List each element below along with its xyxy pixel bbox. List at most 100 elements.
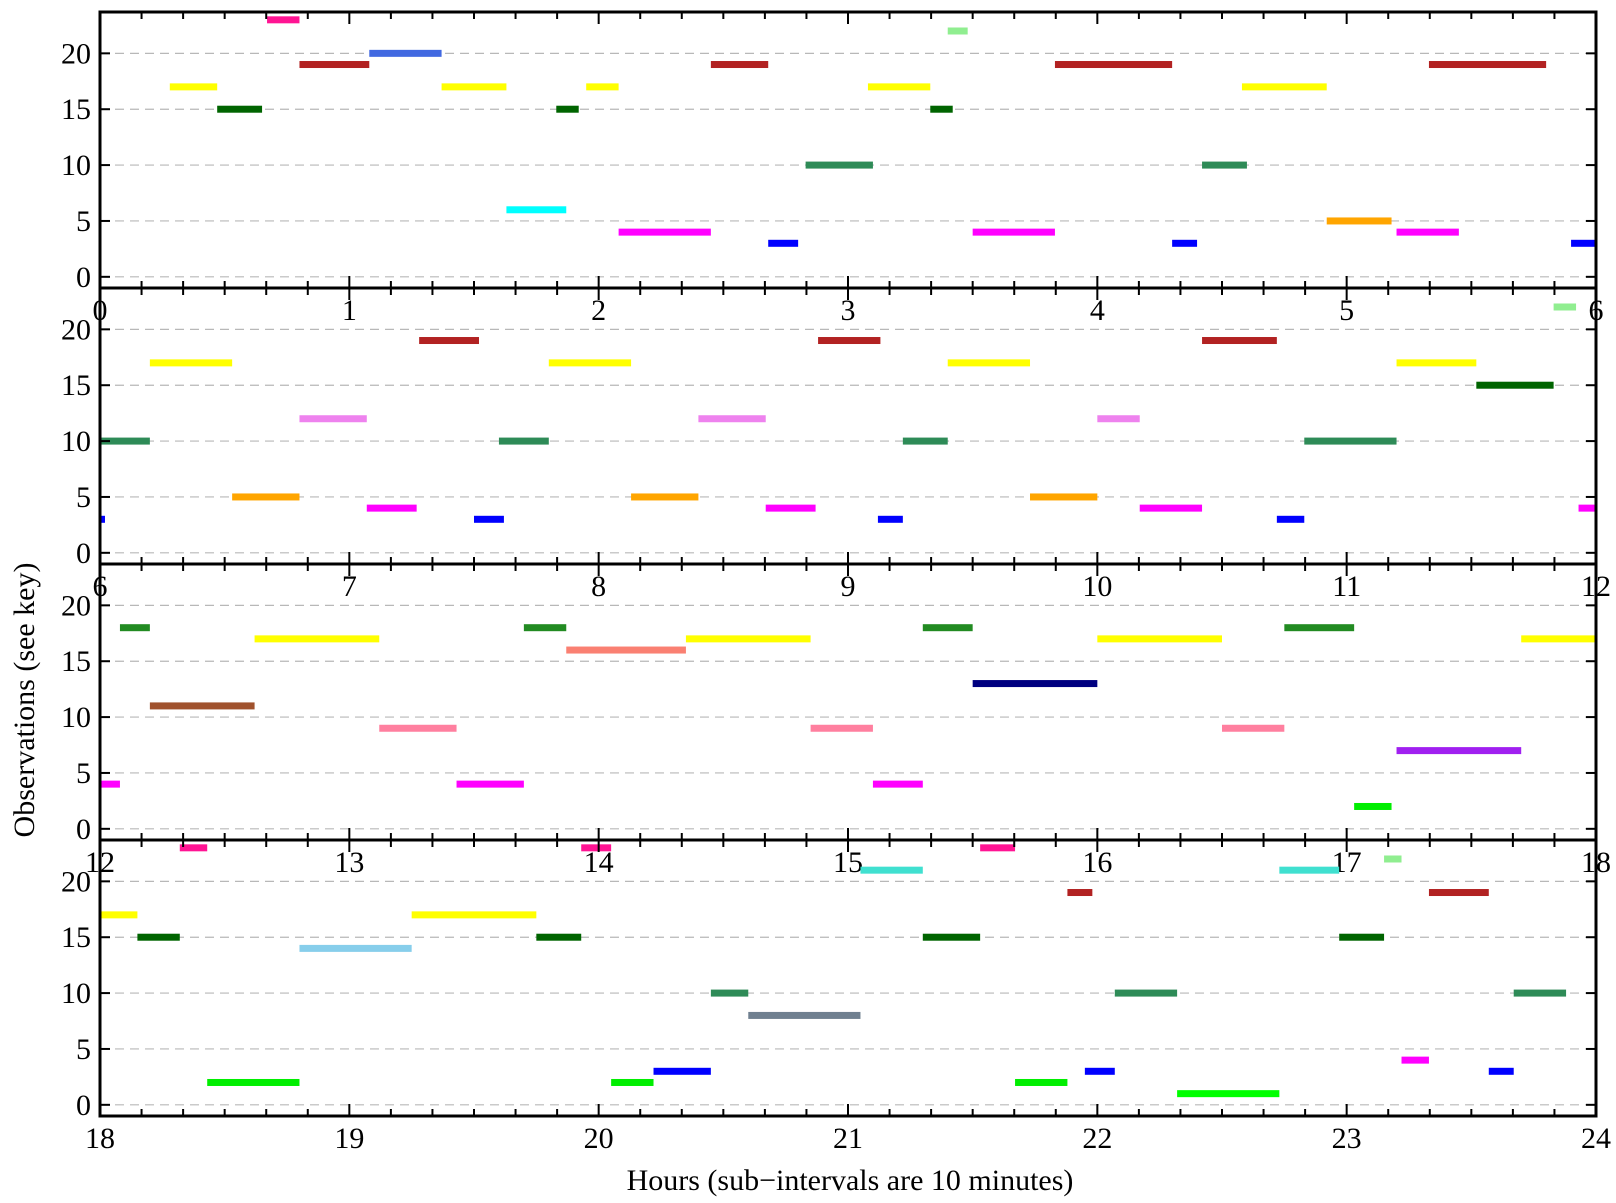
bar-1-0 — [267, 16, 300, 24]
bar-3-8 — [566, 646, 686, 654]
bar-2-1 — [419, 337, 479, 345]
bar-1-8 — [441, 83, 507, 91]
bar-2-24 — [474, 515, 504, 523]
x-tick-label-1-1: 1 — [342, 294, 357, 327]
y-tick-label-2-3: 15 — [61, 369, 91, 402]
bar-2-13 — [498, 437, 549, 445]
bar-4-20 — [653, 1067, 711, 1075]
bar-4-1 — [581, 844, 612, 852]
bar-4-26 — [1177, 1090, 1280, 1098]
bar-4-15 — [710, 989, 749, 997]
x-tick-label-1-2: 2 — [591, 294, 606, 327]
bar-1-11 — [1241, 83, 1327, 91]
bar-4-12 — [922, 933, 981, 941]
bar-4-11 — [536, 933, 582, 941]
bar-4-14 — [299, 944, 412, 952]
x-axis-label: Hours (sub−intervals are 10 minutes) — [627, 1164, 1074, 1197]
bar-2-11 — [1097, 415, 1140, 423]
bar-3-10 — [149, 702, 255, 710]
x-tick-label-2-1: 7 — [342, 570, 357, 603]
x-tick-label-4-2: 20 — [584, 1122, 614, 1155]
bar-2-22 — [1578, 504, 1596, 512]
bar-4-22 — [1488, 1067, 1514, 1075]
bar-3-14 — [1396, 747, 1522, 755]
bar-3-12 — [810, 724, 873, 732]
bar-2-6 — [947, 359, 1031, 367]
bar-3-6 — [1097, 635, 1222, 643]
bar-2-8 — [1476, 381, 1554, 389]
y-tick-label-1-0: 0 — [76, 261, 91, 294]
bar-2-25 — [877, 515, 903, 523]
panel-frame-3 — [98, 562, 1598, 842]
bar-1-6 — [1428, 61, 1547, 69]
bar-3-11 — [379, 724, 457, 732]
bar-1-19 — [618, 228, 711, 236]
bar-1-9 — [586, 83, 619, 91]
x-tick-label-1-3: 3 — [841, 294, 856, 327]
bar-1-14 — [930, 105, 953, 113]
bar-4-16 — [1114, 989, 1178, 997]
bar-1-18 — [1326, 217, 1392, 225]
bar-2-9 — [299, 415, 367, 423]
bar-2-15 — [1304, 437, 1397, 445]
bar-4-7 — [1428, 889, 1489, 897]
bar-3-15 — [100, 780, 120, 788]
bar-4-19 — [1401, 1056, 1429, 1064]
bar-1-7 — [169, 83, 218, 91]
panel-frame-4 — [98, 838, 1598, 1118]
bar-2-2 — [818, 337, 881, 345]
bar-3-1 — [523, 624, 567, 632]
x-tick-label-4-4: 22 — [1082, 1122, 1112, 1155]
bar-4-21 — [1084, 1067, 1115, 1075]
bar-4-10 — [137, 933, 180, 941]
bar-3-5 — [685, 635, 811, 643]
x-tick-label-4-1: 19 — [334, 1122, 364, 1155]
bar-1-23 — [1172, 239, 1198, 247]
x-tick-label-4-5: 23 — [1332, 1122, 1362, 1155]
y-tick-label-4-0: 0 — [76, 1089, 91, 1122]
x-tick-label-4-0: 18 — [85, 1122, 115, 1155]
bar-3-13 — [1222, 724, 1285, 732]
x-tick-label-2-3: 9 — [841, 570, 856, 603]
bar-4-5 — [1279, 866, 1340, 874]
bar-2-17 — [631, 493, 699, 501]
bar-4-9 — [411, 911, 537, 919]
y-tick-label-3-3: 15 — [61, 645, 91, 678]
bar-2-4 — [149, 359, 233, 367]
bar-2-19 — [366, 504, 417, 512]
bar-1-5 — [1054, 61, 1173, 69]
bar-2-7 — [1396, 359, 1477, 367]
y-tick-label-4-3: 15 — [61, 921, 91, 954]
bar-4-24 — [611, 1078, 654, 1086]
y-tick-label-2-0: 0 — [76, 537, 91, 570]
bar-1-4 — [710, 61, 769, 69]
bar-2-3 — [1202, 337, 1277, 345]
bar-1-2 — [369, 49, 442, 57]
bar-1-17 — [506, 206, 567, 214]
x-tick-label-4-3: 21 — [833, 1122, 863, 1155]
bar-4-23 — [207, 1078, 300, 1086]
bar-1-15 — [805, 161, 873, 169]
bar-3-4 — [254, 635, 380, 643]
bar-2-21 — [1139, 504, 1203, 512]
bar-4-18 — [748, 1011, 861, 1019]
bar-1-12 — [217, 105, 263, 113]
bar-2-0 — [1553, 303, 1577, 311]
bar-2-5 — [548, 359, 632, 367]
bar-1-3 — [299, 61, 370, 69]
y-tick-label-1-3: 15 — [61, 93, 91, 126]
bar-4-13 — [1339, 933, 1385, 941]
bar-2-10 — [698, 415, 766, 423]
bar-3-17 — [872, 780, 923, 788]
bar-1-22 — [768, 239, 799, 247]
bar-3-0 — [119, 624, 150, 632]
bar-1-16 — [1202, 161, 1247, 169]
bar-1-20 — [972, 228, 1055, 236]
y-tick-label-1-1: 5 — [76, 205, 91, 238]
y-tick-label-1-2: 10 — [61, 149, 91, 182]
bar-2-26 — [1276, 515, 1305, 523]
bar-2-20 — [765, 504, 816, 512]
